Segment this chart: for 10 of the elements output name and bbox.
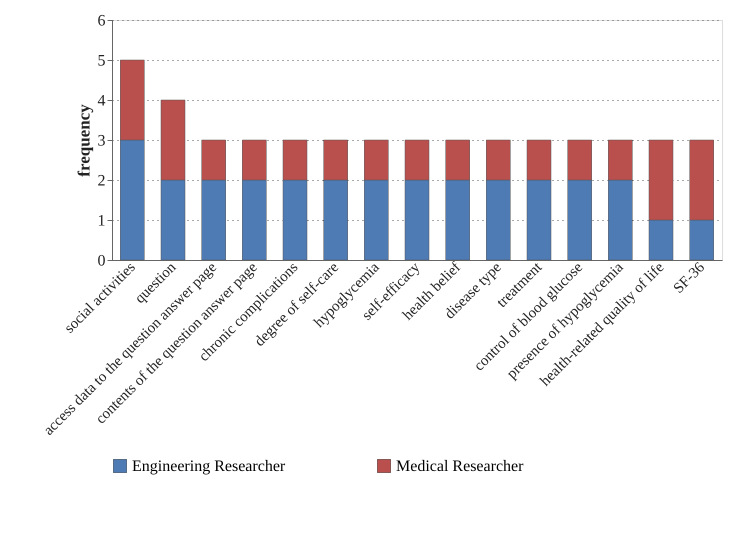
y-tick-label: 0 <box>98 252 106 270</box>
legend-label: Engineering Researcher <box>132 458 286 475</box>
y-tick-label: 3 <box>98 132 106 150</box>
y-tick-label: 4 <box>98 92 106 110</box>
y-tick-label: 6 <box>98 12 106 30</box>
y-tick-label: 2 <box>98 172 106 190</box>
y-tick-label: 5 <box>98 52 106 70</box>
y-axis-title: frequency <box>74 104 94 177</box>
y-tick-label: 1 <box>98 212 106 230</box>
legend-label: Medical Researcher <box>396 458 524 475</box>
